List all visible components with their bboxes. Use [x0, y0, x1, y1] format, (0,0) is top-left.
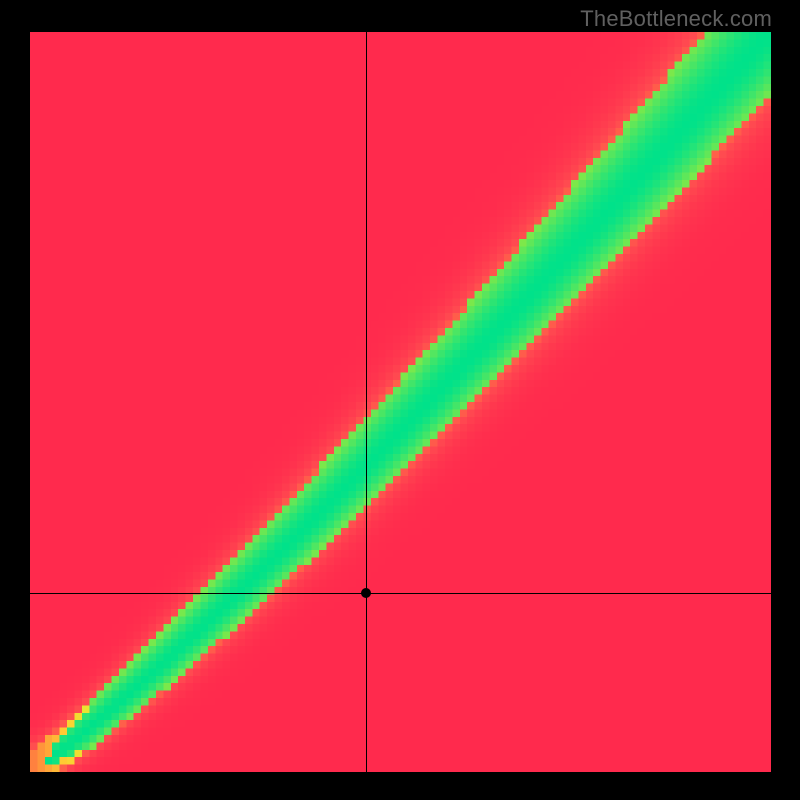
watermark-text: TheBottleneck.com — [580, 6, 772, 32]
chart-container: TheBottleneck.com — [0, 0, 800, 800]
heatmap-canvas — [30, 32, 771, 772]
